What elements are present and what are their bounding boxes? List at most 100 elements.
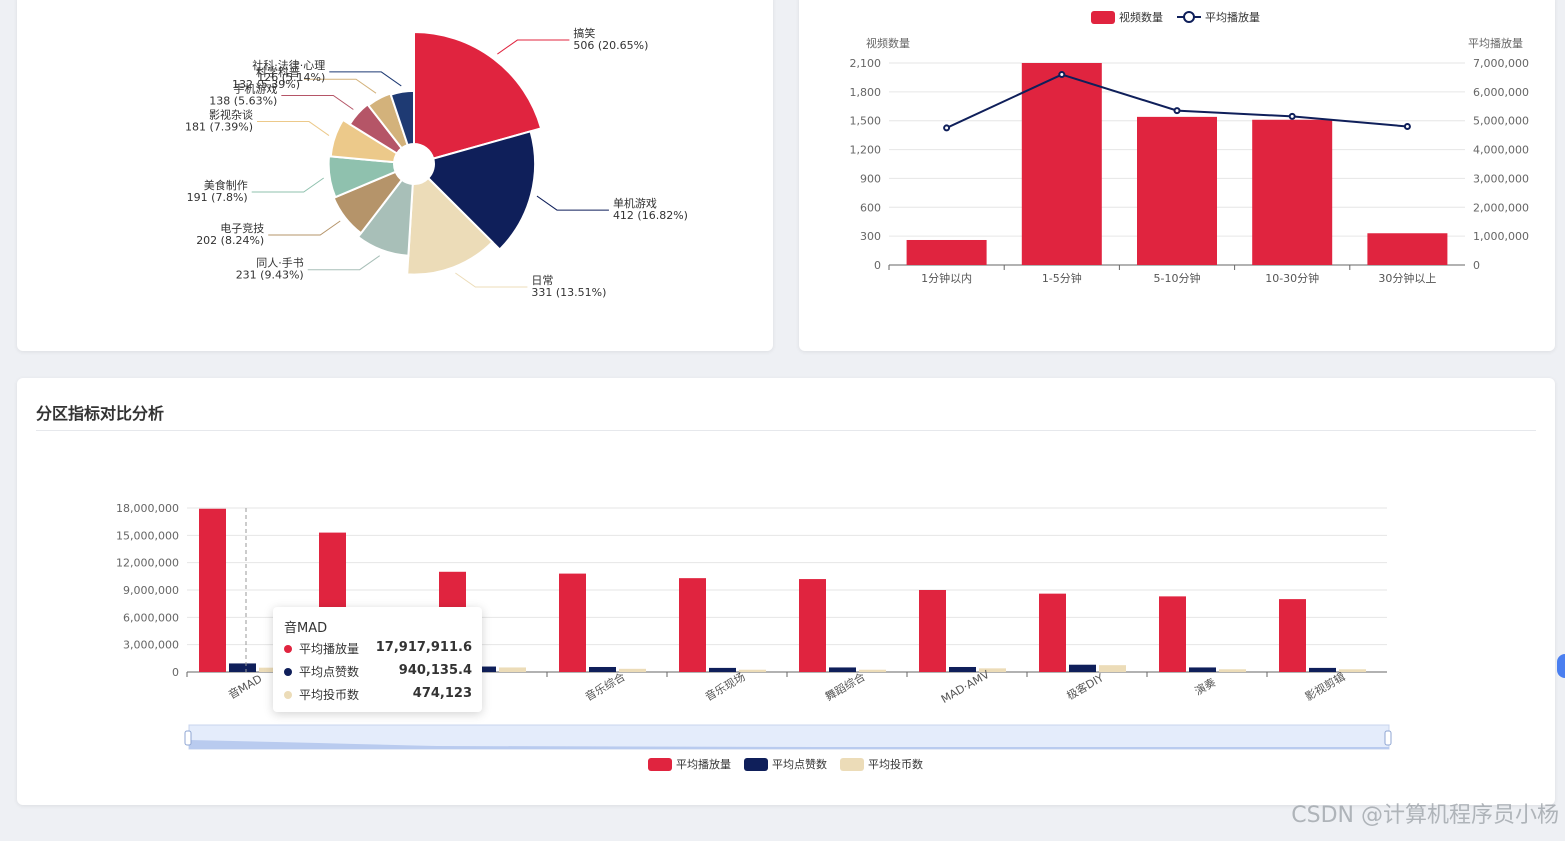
legend-label: 视频数量 xyxy=(1119,10,1163,24)
legend-swatch xyxy=(744,758,768,771)
y-axis-right-title: 平均播放量 xyxy=(1468,36,1523,50)
pie-slice xyxy=(366,92,409,150)
line-point xyxy=(1403,122,1411,130)
line-point xyxy=(1173,107,1181,115)
x-tick-label: 极客DIY xyxy=(1064,670,1106,702)
y-tick-label: 2,100 xyxy=(850,57,882,70)
pie-label-value: 181 (7.39%) xyxy=(185,121,253,134)
pie-label-name: 影视杂谈 xyxy=(209,108,253,122)
x-tick-label: 音MAD xyxy=(226,671,265,701)
y-right-tick-label: 0 xyxy=(1473,259,1480,272)
line-point xyxy=(1058,71,1066,79)
y-tick-label: 0 xyxy=(874,259,881,272)
pie-label-value: 126 (5.14%) xyxy=(257,71,325,84)
tooltip-row: 平均点赞数 940,135.4 xyxy=(284,663,472,681)
bar xyxy=(739,669,766,672)
bar xyxy=(919,590,946,672)
y-tick-label: 15,000,000 xyxy=(116,529,179,542)
y-axis-title: 视频数量 xyxy=(866,36,910,50)
pie-label-line xyxy=(497,39,570,55)
pie-label-name: 美食制作 xyxy=(204,178,248,192)
bar xyxy=(1137,116,1217,265)
zoom-handle-left[interactable] xyxy=(184,730,192,746)
pie-label-name: 社科·法律·心理 xyxy=(252,58,325,72)
pie-label-line xyxy=(536,195,609,211)
x-tick-label: MAD·AMV xyxy=(939,668,992,706)
x-tick-label: 10-30分钟 xyxy=(1265,271,1319,285)
bar xyxy=(229,663,256,672)
tooltip-series-name: 平均投币数 xyxy=(299,688,360,702)
bar xyxy=(1339,669,1366,672)
legend-label: 平均投币数 xyxy=(868,757,923,771)
tooltip-series-value: 940,135.4 xyxy=(398,663,472,678)
bar xyxy=(499,667,526,672)
bar xyxy=(859,669,886,672)
x-tick-label: 音乐综合 xyxy=(582,669,627,703)
tooltip-category: 音MAD xyxy=(284,621,328,636)
pie-slice xyxy=(327,155,397,199)
bar xyxy=(1021,63,1102,265)
y-tick-label: 1,800 xyxy=(850,86,882,99)
y-tick-label: 600 xyxy=(860,201,881,214)
tooltip-series-name: 平均播放量 xyxy=(299,642,360,656)
x-tick-label: 音乐现场 xyxy=(702,669,747,703)
pie-label-value: 231 (9.43%) xyxy=(236,269,304,282)
y-right-tick-label: 1,000,000 xyxy=(1473,230,1529,243)
pie-label-line xyxy=(307,255,381,271)
y-right-tick-label: 5,000,000 xyxy=(1473,115,1529,128)
y-right-tick-label: 7,000,000 xyxy=(1473,57,1529,70)
bar xyxy=(1219,669,1246,672)
pie-label-value: 331 (13.51%) xyxy=(531,286,606,299)
bar xyxy=(1309,667,1336,672)
watermark: CSDN @计算机程序员小杨 xyxy=(1291,803,1559,828)
bar xyxy=(679,578,706,672)
bar xyxy=(1039,593,1066,672)
pie-slice xyxy=(406,176,494,276)
pie-label-line xyxy=(304,78,377,94)
pie-slice xyxy=(413,30,543,160)
pie-label-line xyxy=(281,94,354,110)
bar xyxy=(949,666,976,672)
pie-slice xyxy=(329,118,399,164)
bar xyxy=(1159,596,1186,672)
y-right-tick-label: 4,000,000 xyxy=(1473,144,1529,157)
pie-label-value: 506 (20.65%) xyxy=(573,39,648,52)
x-tick-label: 演奏 xyxy=(1192,675,1218,698)
bar xyxy=(1279,599,1306,672)
compare-card-title: 分区指标对比分析 xyxy=(36,404,165,423)
series-dot-icon xyxy=(284,691,292,699)
y-tick-label: 12,000,000 xyxy=(116,557,179,570)
x-tick-label: 30分钟以上 xyxy=(1378,271,1436,285)
legend-swatch xyxy=(840,758,864,771)
pie-label-line xyxy=(455,272,528,288)
pie-slice xyxy=(389,89,415,147)
y-tick-label: 0 xyxy=(172,666,179,679)
y-tick-label: 6,000,000 xyxy=(123,611,179,624)
pie-label-name: 日常 xyxy=(531,274,553,287)
compare-grouped-bar-chart: 0 3,000,000 6,000,000 9,000,000 12,000,000 15… xyxy=(116,502,1392,771)
pie-label-value: 191 (7.8%) xyxy=(187,191,248,204)
tooltip-row: 平均播放量 17,917,911.6 xyxy=(284,640,472,658)
y-tick-label: 300 xyxy=(860,230,881,243)
pie-label-line xyxy=(268,220,341,236)
pie-label-name: 同人·手书 xyxy=(256,256,304,270)
bar xyxy=(469,666,496,672)
y-right-tick-label: 3,000,000 xyxy=(1473,172,1529,185)
y-tick-label: 9,000,000 xyxy=(123,584,179,597)
y-tick-label: 18,000,000 xyxy=(116,502,179,515)
legend-swatch xyxy=(648,758,672,771)
pie-label-value: 202 (8.24%) xyxy=(196,234,264,247)
category-pie-card: 搞笑 506 (20.65%) 单机游戏 412 (16.82%) 日常 331 (13.… xyxy=(17,0,773,351)
bar xyxy=(1099,665,1126,672)
x-tick-label: 影视剪辑 xyxy=(1302,669,1347,703)
zoom-handle-right[interactable] xyxy=(1384,730,1392,746)
legend-label: 平均播放量 xyxy=(676,757,731,771)
y-tick-label: 900 xyxy=(860,172,881,185)
pie-label-value: 132 (5.39%) xyxy=(232,78,300,91)
line-point xyxy=(1288,112,1296,120)
x-tick-label: 1-5分钟 xyxy=(1042,271,1082,285)
floating-action-button[interactable] xyxy=(1557,654,1565,678)
x-tick-label: 1分钟以内 xyxy=(921,271,972,285)
y-right-tick-label: 6,000,000 xyxy=(1473,86,1529,99)
